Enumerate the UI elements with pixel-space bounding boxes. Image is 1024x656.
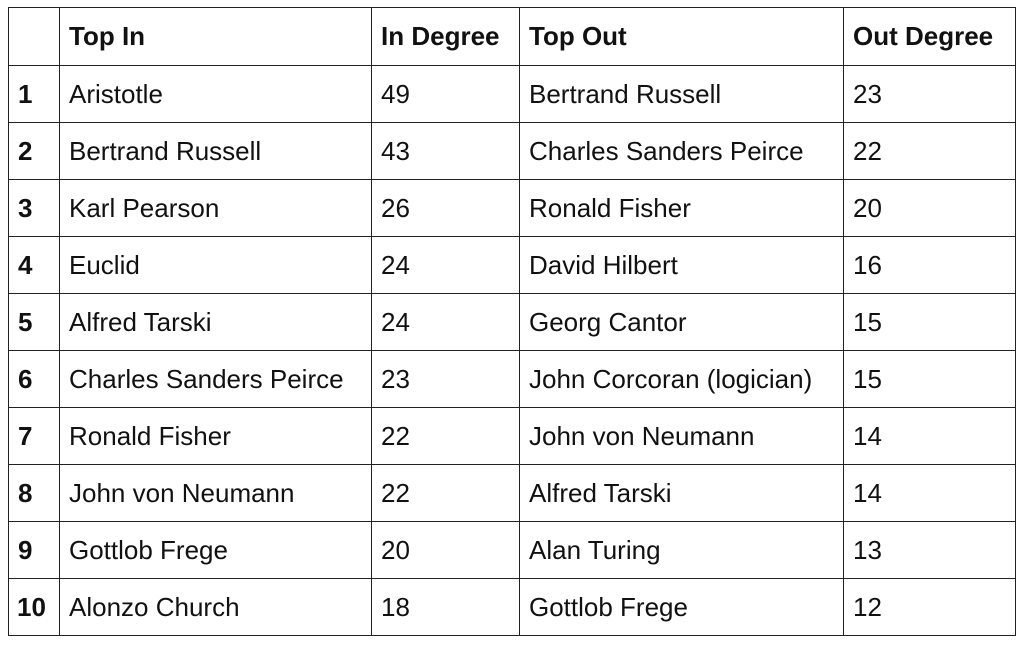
table-row: 2 Bertrand Russell 43 Charles Sanders Pe…	[8, 122, 1016, 180]
in-degree-cell: 20	[371, 521, 520, 579]
table-row: 3 Karl Pearson 26 Ronald Fisher 20	[8, 179, 1016, 237]
top-in-cell: Euclid	[59, 236, 372, 294]
rank-cell: 2	[8, 122, 60, 180]
in-degree-cell: 24	[371, 293, 520, 351]
top-out-cell: John von Neumann	[519, 407, 844, 465]
in-degree-cell: 24	[371, 236, 520, 294]
top-in-cell: Bertrand Russell	[59, 122, 372, 180]
table-header: Top In In Degree Top Out Out Degree	[8, 7, 1016, 66]
rank-cell: 4	[8, 236, 60, 294]
out-degree-cell: 20	[843, 179, 1016, 237]
top-out-cell: Gottlob Frege	[519, 578, 844, 636]
top-in-cell: Alonzo Church	[59, 578, 372, 636]
out-degree-cell: 14	[843, 407, 1016, 465]
in-degree-cell: 22	[371, 464, 520, 522]
top-in-cell: Alfred Tarski	[59, 293, 372, 351]
header-rank	[8, 7, 60, 66]
top-out-cell: Alan Turing	[519, 521, 844, 579]
table-row: 1 Aristotle 49 Bertrand Russell 23	[8, 65, 1016, 123]
table-row: 7 Ronald Fisher 22 John von Neumann 14	[8, 407, 1016, 465]
top-out-cell: David Hilbert	[519, 236, 844, 294]
rank-cell: 3	[8, 179, 60, 237]
in-degree-cell: 18	[371, 578, 520, 636]
top-in-cell: Charles Sanders Peirce	[59, 350, 372, 408]
out-degree-cell: 14	[843, 464, 1016, 522]
table-row: 6 Charles Sanders Peirce 23 John Corcora…	[8, 350, 1016, 408]
out-degree-cell: 15	[843, 350, 1016, 408]
out-degree-cell: 12	[843, 578, 1016, 636]
table-body: 1 Aristotle 49 Bertrand Russell 23 2 Ber…	[8, 65, 1016, 636]
rank-cell: 8	[8, 464, 60, 522]
top-out-cell: Ronald Fisher	[519, 179, 844, 237]
in-degree-cell: 26	[371, 179, 520, 237]
rank-cell: 6	[8, 350, 60, 408]
top-in-cell: Karl Pearson	[59, 179, 372, 237]
out-degree-cell: 22	[843, 122, 1016, 180]
in-degree-cell: 23	[371, 350, 520, 408]
header-row: Top In In Degree Top Out Out Degree	[8, 7, 1016, 66]
table-row: 8 John von Neumann 22 Alfred Tarski 14	[8, 464, 1016, 522]
top-in-cell: Aristotle	[59, 65, 372, 123]
top-out-cell: Charles Sanders Peirce	[519, 122, 844, 180]
top-in-cell: John von Neumann	[59, 464, 372, 522]
top-out-cell: Alfred Tarski	[519, 464, 844, 522]
rank-cell: 9	[8, 521, 60, 579]
out-degree-cell: 13	[843, 521, 1016, 579]
table-row: 9 Gottlob Frege 20 Alan Turing 13	[8, 521, 1016, 579]
top-out-cell: John Corcoran (logician)	[519, 350, 844, 408]
out-degree-cell: 16	[843, 236, 1016, 294]
out-degree-cell: 15	[843, 293, 1016, 351]
top-out-cell: Bertrand Russell	[519, 65, 844, 123]
rank-cell: 5	[8, 293, 60, 351]
top-in-cell: Gottlob Frege	[59, 521, 372, 579]
header-top-out: Top Out	[519, 7, 844, 66]
top-out-cell: Georg Cantor	[519, 293, 844, 351]
rank-cell: 10	[8, 578, 60, 636]
table-row: 10 Alonzo Church 18 Gottlob Frege 12	[8, 578, 1016, 636]
out-degree-cell: 23	[843, 65, 1016, 123]
table-row: 4 Euclid 24 David Hilbert 16	[8, 236, 1016, 294]
header-in-degree: In Degree	[371, 7, 520, 66]
in-degree-cell: 22	[371, 407, 520, 465]
rank-cell: 7	[8, 407, 60, 465]
in-degree-cell: 49	[371, 65, 520, 123]
rank-cell: 1	[8, 65, 60, 123]
table-row: 5 Alfred Tarski 24 Georg Cantor 15	[8, 293, 1016, 351]
top-in-cell: Ronald Fisher	[59, 407, 372, 465]
header-top-in: Top In	[59, 7, 372, 66]
header-out-degree: Out Degree	[843, 7, 1016, 66]
degree-table: Top In In Degree Top Out Out Degree 1 Ar…	[8, 7, 1016, 636]
in-degree-cell: 43	[371, 122, 520, 180]
